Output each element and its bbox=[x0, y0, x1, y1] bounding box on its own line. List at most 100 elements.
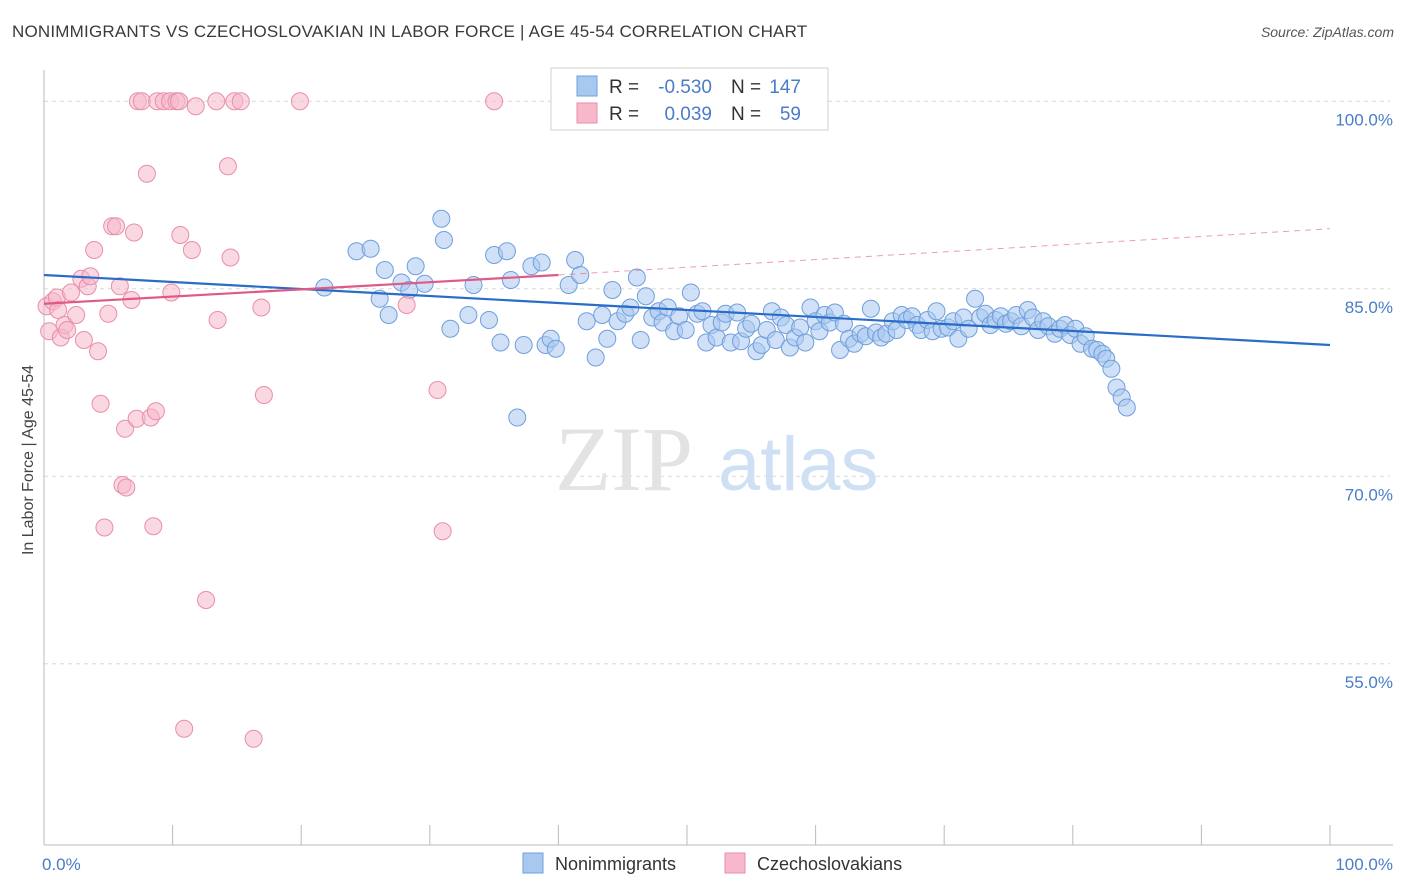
legend-swatch bbox=[522, 852, 544, 874]
chart-title: NONIMMIGRANTS VS CZECHOSLOVAKIAN IN LABO… bbox=[12, 22, 808, 41]
data-point bbox=[67, 306, 86, 324]
data-point bbox=[432, 209, 451, 228]
y-tick-label: 55.0% bbox=[1345, 673, 1393, 692]
data-point bbox=[497, 242, 516, 261]
r-value: 0.039 bbox=[664, 104, 712, 125]
r-value: -0.530 bbox=[658, 77, 712, 98]
data-point bbox=[636, 287, 655, 306]
data-point bbox=[491, 333, 510, 352]
data-point bbox=[406, 257, 425, 276]
data-point bbox=[361, 239, 380, 258]
r-label: R = bbox=[609, 104, 639, 125]
series-czechoslovakians-points bbox=[37, 92, 504, 748]
data-point bbox=[125, 223, 144, 242]
data-point bbox=[62, 283, 81, 302]
n-label: N = bbox=[731, 104, 761, 125]
data-point bbox=[107, 217, 126, 236]
data-point bbox=[290, 92, 309, 111]
stats-legend: R = -0.530 N = 147 R = 0.039 N = 59 bbox=[550, 67, 829, 131]
data-point bbox=[137, 164, 156, 183]
data-point bbox=[175, 719, 194, 738]
data-point bbox=[208, 311, 227, 329]
data-point bbox=[91, 394, 110, 413]
trend-line bbox=[43, 273, 559, 305]
data-point bbox=[110, 277, 129, 296]
watermark-atlas: atlas bbox=[718, 422, 879, 507]
y-tick-label: 70.0% bbox=[1345, 485, 1393, 504]
data-point bbox=[254, 386, 273, 404]
data-point bbox=[144, 517, 163, 536]
data-point bbox=[501, 271, 520, 289]
n-label: N = bbox=[731, 77, 761, 98]
data-point bbox=[532, 253, 551, 272]
data-point bbox=[441, 319, 460, 338]
data-point bbox=[49, 301, 68, 319]
data-point bbox=[99, 304, 118, 323]
r-label: R = bbox=[609, 77, 639, 98]
data-point bbox=[58, 321, 77, 339]
data-point bbox=[676, 321, 695, 339]
n-value: 147 bbox=[769, 77, 801, 98]
data-point bbox=[861, 299, 880, 318]
data-point bbox=[459, 306, 478, 324]
data-point bbox=[182, 241, 201, 259]
data-point bbox=[221, 248, 240, 267]
data-point bbox=[485, 92, 504, 111]
data-point bbox=[74, 331, 93, 349]
data-point bbox=[116, 419, 135, 438]
data-point bbox=[546, 339, 565, 358]
data-point bbox=[559, 276, 578, 294]
data-point bbox=[162, 283, 181, 302]
x-tick-label: 0.0% bbox=[42, 855, 81, 874]
data-point bbox=[966, 289, 985, 308]
x-tick-label: 100.0% bbox=[1335, 855, 1393, 874]
stats-swatch bbox=[576, 75, 598, 97]
trend-lines bbox=[43, 228, 1331, 347]
data-point bbox=[927, 302, 946, 321]
data-point bbox=[434, 231, 453, 249]
data-point bbox=[514, 336, 533, 354]
watermark-zip: ZIP bbox=[555, 408, 693, 510]
grid-lines bbox=[44, 100, 1390, 665]
data-point bbox=[95, 518, 114, 537]
legend-label: Czechoslovakians bbox=[757, 854, 902, 874]
tick-labels: 100.0% 85.0% 70.0% 55.0% 0.0% 100.0% bbox=[42, 110, 1393, 874]
data-point bbox=[428, 381, 447, 399]
data-point bbox=[244, 729, 263, 748]
data-point bbox=[681, 283, 700, 302]
data-point bbox=[631, 331, 650, 349]
data-point bbox=[218, 157, 237, 176]
y-tick-label: 100.0% bbox=[1335, 110, 1393, 129]
data-point bbox=[375, 261, 394, 279]
data-point bbox=[207, 92, 226, 111]
data-point bbox=[433, 522, 452, 541]
source-label: Source: ZipAtlas.com bbox=[1260, 24, 1394, 40]
data-point bbox=[89, 342, 108, 361]
trend-line-extension bbox=[558, 228, 1331, 276]
legend-swatch bbox=[724, 852, 746, 874]
bottom-legend: Nonimmigrants Czechoslovakians bbox=[522, 852, 902, 874]
data-point bbox=[508, 408, 527, 427]
data-point bbox=[170, 92, 189, 111]
data-point bbox=[186, 97, 205, 116]
data-point bbox=[132, 92, 151, 111]
data-point bbox=[197, 591, 216, 609]
data-point bbox=[742, 314, 761, 333]
data-point bbox=[577, 312, 596, 331]
stats-swatch bbox=[576, 102, 598, 124]
data-point bbox=[571, 266, 590, 284]
data-point bbox=[479, 311, 498, 329]
data-point bbox=[231, 92, 250, 111]
data-point bbox=[171, 226, 190, 244]
y-tick-label: 85.0% bbox=[1345, 298, 1393, 317]
data-point bbox=[1102, 359, 1121, 378]
data-point bbox=[1117, 398, 1136, 417]
series-nonimmigrants-points bbox=[315, 209, 1136, 427]
data-point bbox=[252, 298, 271, 317]
data-point bbox=[586, 348, 605, 367]
data-point bbox=[379, 306, 398, 324]
data-point bbox=[796, 333, 815, 352]
data-point bbox=[593, 306, 612, 324]
data-point bbox=[766, 331, 785, 349]
